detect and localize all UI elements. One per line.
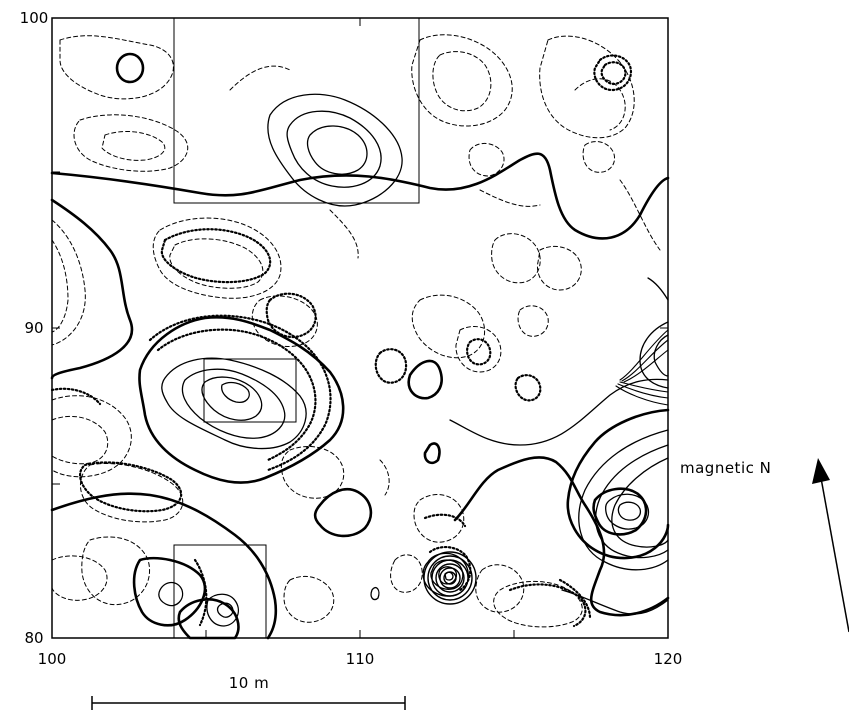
dotted-contours <box>50 54 633 628</box>
north-arrow-label: magnetic N <box>680 459 771 477</box>
thick-contours <box>50 152 670 640</box>
north-arrow: magnetic N <box>680 458 849 633</box>
y-tick-label-bottom: 80 <box>24 629 43 647</box>
survey-rect-center <box>203 358 297 423</box>
solid-contours <box>158 93 669 627</box>
x-tick-label-left: 100 <box>38 650 67 668</box>
x-tick-label-middle: 110 <box>346 650 375 668</box>
north-arrow-icon <box>812 458 830 484</box>
small-closed-contours <box>115 52 145 84</box>
survey-rect-south <box>173 544 267 639</box>
axis-tick-labels: 100 90 80 100 110 120 <box>20 9 683 668</box>
survey-rectangles <box>173 17 420 639</box>
north-arrow-shaft <box>820 477 849 633</box>
frame-ticks <box>52 18 668 638</box>
contour-lines <box>50 34 670 640</box>
survey-rect-north <box>173 17 420 204</box>
scale-bar: 10 m <box>91 674 406 710</box>
plot-border <box>51 17 669 639</box>
scale-bar-label: 10 m <box>229 674 269 692</box>
dense-contour-rings <box>423 551 477 605</box>
dashed-contours <box>51 34 661 628</box>
y-tick-label-top: 100 <box>20 9 49 27</box>
y-tick-label-middle: 90 <box>24 319 43 337</box>
converging-contours <box>615 329 669 406</box>
x-tick-label-right: 120 <box>654 650 683 668</box>
plot-frame <box>51 17 669 639</box>
